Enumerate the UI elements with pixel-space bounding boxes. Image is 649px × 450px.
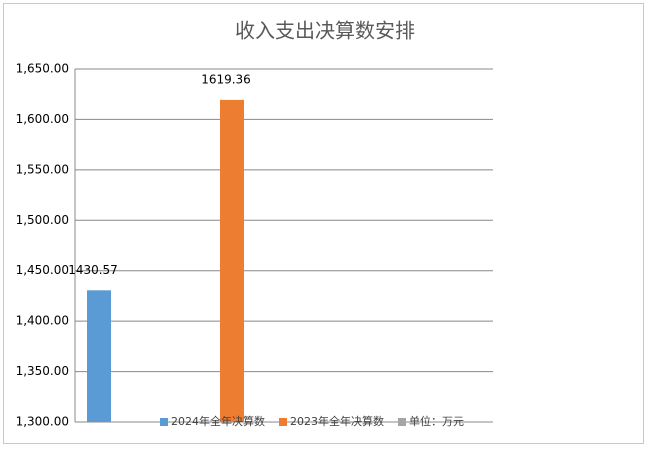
legend-swatch xyxy=(160,418,168,426)
y-tick-label: 1,550.00 xyxy=(16,162,69,176)
legend-label: 2023年全年决算数 xyxy=(290,414,384,428)
legend-label: 2024年全年决算数 xyxy=(171,414,265,428)
bar xyxy=(87,290,111,422)
y-tick-label: 1,650.00 xyxy=(16,62,69,76)
data-label: 1430.57 xyxy=(68,263,118,277)
bar xyxy=(220,99,244,423)
y-tick-label: 1,600.00 xyxy=(16,112,69,126)
data-label: 1619.36 xyxy=(201,72,251,86)
legend-swatch xyxy=(398,418,406,426)
legend-swatch xyxy=(279,418,287,426)
chart-title: 收入支出决算数安排 xyxy=(235,19,415,43)
legend-label: 单位：万元 xyxy=(409,414,464,428)
y-tick-label: 1,350.00 xyxy=(16,364,69,378)
y-tick-label: 1,300.00 xyxy=(16,415,69,429)
y-tick-label: 1,450.00 xyxy=(16,263,69,277)
y-tick-label: 1,500.00 xyxy=(16,213,69,227)
y-tick-label: 1,400.00 xyxy=(16,314,69,328)
